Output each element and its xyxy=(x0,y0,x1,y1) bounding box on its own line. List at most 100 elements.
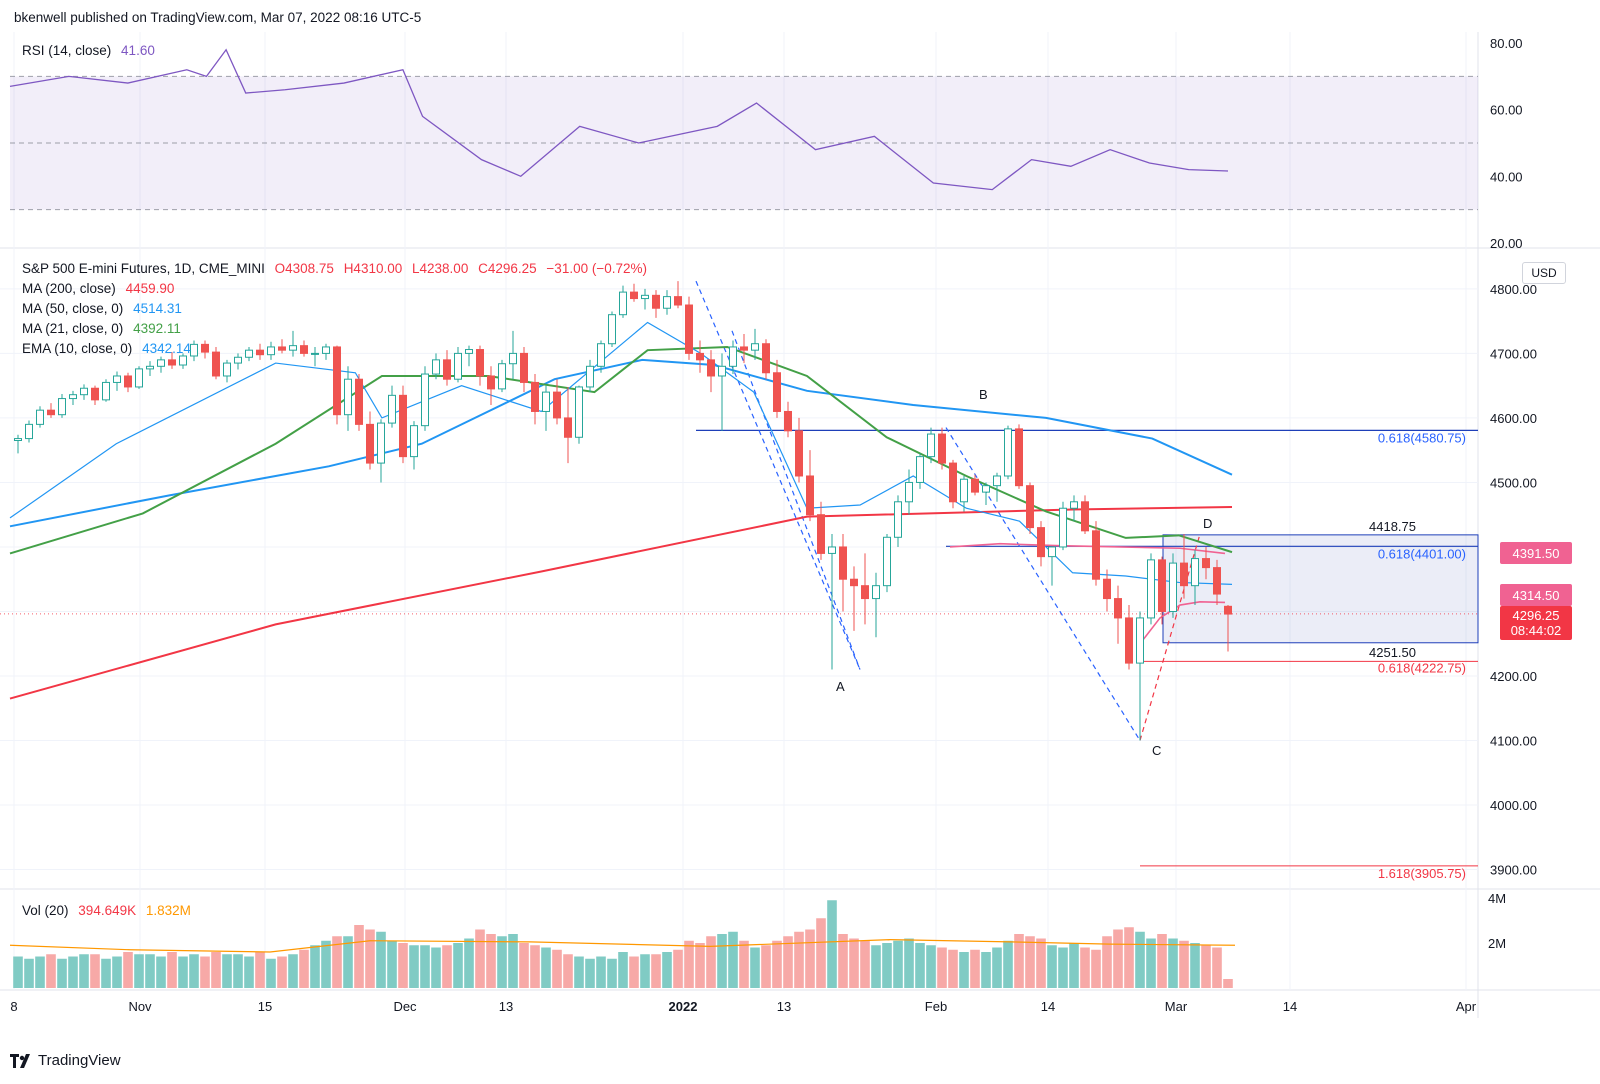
currency-button[interactable]: USD xyxy=(1522,262,1566,284)
candle-body xyxy=(289,345,297,351)
volume-bar xyxy=(629,956,639,988)
countdown: 08:44:02 xyxy=(1510,623,1562,638)
candle-body xyxy=(256,349,264,356)
candle-body xyxy=(1037,527,1045,558)
rsi-value: 41.60 xyxy=(121,43,155,58)
time-axis-label: 14 xyxy=(1041,999,1055,1014)
volume-bar xyxy=(1223,979,1233,988)
candle-body xyxy=(498,363,506,390)
candle-body xyxy=(421,373,429,427)
volume-bar xyxy=(1201,945,1211,988)
volume-legend: Vol (20) 394.649K 1.832M xyxy=(22,903,191,918)
price-axis-label: 4200.00 xyxy=(1490,669,1537,684)
fib-label-4580: 0.618(4580.75) xyxy=(1378,430,1466,445)
candle-body xyxy=(377,422,385,464)
candle-body xyxy=(674,296,682,306)
volume-bar xyxy=(992,947,1002,988)
candle-body xyxy=(25,423,33,440)
time-axis-label: 8 xyxy=(10,999,17,1014)
point-label-a: A xyxy=(836,679,845,694)
tradingview-logo[interactable]: TradingView xyxy=(10,1052,121,1069)
volume-bar xyxy=(1091,949,1101,988)
candle-body xyxy=(322,346,330,354)
main-legend: S&P 500 E-mini Futures, 1D, CME_MINI O43… xyxy=(22,261,647,276)
rsi-axis-label: 80.00 xyxy=(1490,36,1523,51)
candle-body xyxy=(509,352,517,365)
candle-body xyxy=(949,462,957,503)
price-tag-4314: 4314.50 xyxy=(1500,584,1572,606)
volume-bar xyxy=(123,952,133,988)
candle-body xyxy=(1004,428,1012,477)
volume-bar xyxy=(695,943,705,988)
volume-bar xyxy=(35,956,45,988)
volume-bar xyxy=(882,943,892,988)
volume-bar xyxy=(805,929,815,988)
volume-bar xyxy=(596,956,606,988)
volume-bar xyxy=(475,929,485,988)
ema10-value: 4342.14 xyxy=(142,341,191,356)
volume-bar xyxy=(1014,934,1024,988)
candle-body xyxy=(311,352,319,355)
candle-body xyxy=(146,365,154,370)
candle-body xyxy=(795,430,803,477)
candle-body xyxy=(465,349,473,354)
candle-body xyxy=(894,501,902,538)
volume-bar xyxy=(431,947,441,988)
volume-bar xyxy=(1113,929,1123,988)
price-axis-label: 4500.00 xyxy=(1490,475,1537,490)
candle-body xyxy=(1070,501,1078,509)
volume-bar xyxy=(1036,938,1046,988)
candle-body xyxy=(135,368,143,388)
candle-body xyxy=(960,478,968,503)
candle-body xyxy=(1103,578,1111,600)
candle-body xyxy=(1136,617,1144,664)
volume-bar xyxy=(508,934,518,988)
time-axis-label: Apr xyxy=(1456,999,1477,1014)
ma21-value: 4392.11 xyxy=(133,321,181,336)
candle-body xyxy=(157,359,165,367)
volume-bar xyxy=(255,952,265,988)
candle-body xyxy=(168,359,176,366)
published-header: bkenwell published on TradingView.com, M… xyxy=(14,10,422,25)
candle-body xyxy=(1125,617,1133,664)
volume-bar xyxy=(486,934,496,988)
candle-body xyxy=(685,304,693,354)
candle-body xyxy=(223,362,231,377)
ma-line-1 xyxy=(9,358,1233,528)
ohlc-low: L4238.00 xyxy=(412,261,469,276)
volume-bar xyxy=(1157,934,1167,988)
time-axis-label: 15 xyxy=(258,999,272,1014)
candle-body xyxy=(1169,562,1177,612)
range-top-label: 4418.75 xyxy=(1369,519,1416,534)
volume-bar xyxy=(398,943,408,988)
ma-line-0 xyxy=(9,505,1233,700)
time-axis-label: Dec xyxy=(393,999,417,1014)
candle-body xyxy=(564,417,572,438)
abcd-leg-1 xyxy=(695,280,861,670)
volume-bar xyxy=(574,956,584,988)
abcd-leg-2 xyxy=(731,330,861,670)
volume-ma-value: 1.832M xyxy=(145,903,191,918)
volume-bar xyxy=(904,938,914,988)
tradingview-icon xyxy=(10,1053,30,1068)
volume-bar xyxy=(222,954,232,988)
volume-bar xyxy=(420,945,430,988)
volume-bar xyxy=(167,952,177,988)
candle-body xyxy=(1158,559,1166,612)
candle-body xyxy=(872,585,880,600)
candle-body xyxy=(828,546,836,554)
candle-body xyxy=(927,433,935,458)
candle-body xyxy=(971,478,979,493)
volume-bar xyxy=(189,954,199,988)
rsi-legend: RSI (14, close) 41.60 xyxy=(22,43,155,58)
volume-bar xyxy=(442,945,452,988)
volume-bar xyxy=(860,940,870,988)
price-axis-label: 4700.00 xyxy=(1490,346,1537,361)
volume-bar xyxy=(728,931,738,988)
candle-body xyxy=(201,343,209,353)
volume-bar xyxy=(585,958,595,988)
volume-bar xyxy=(497,936,507,988)
volume-bar xyxy=(607,958,617,988)
candle-body xyxy=(1213,567,1221,595)
